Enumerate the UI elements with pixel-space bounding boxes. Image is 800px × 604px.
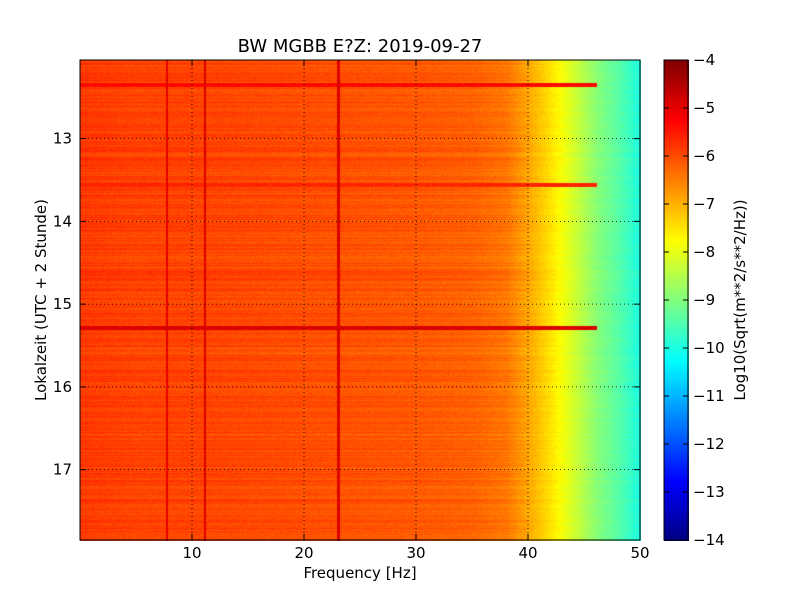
y-axis-label: Lokalzeit (UTC + 2 Stunde) [32,199,50,401]
x-tick-label: 20 [294,544,313,562]
spectrogram-image-holder [80,60,641,541]
x-tick-label: 30 [406,544,425,562]
y-tick-label: 15 [53,295,72,313]
colorbar-tick-label: −13 [693,483,725,501]
x-axis-ticks: 10 20 30 40 50 [182,60,650,562]
plot-frame [79,59,641,541]
colorbar-tick-label: −8 [693,243,715,261]
x-tick-label: 40 [518,544,537,562]
y-tick-label: 14 [53,212,72,230]
x-tick-label: 10 [182,544,201,562]
colorbar-tick-label: −7 [693,195,715,213]
colorbar-tick-label: −5 [693,99,715,117]
colorbar-tick-label: −11 [693,387,725,405]
x-tick-label: 50 [630,544,649,562]
spectrogram-heatmap [80,60,641,541]
colorbar-tick-label: −12 [693,435,725,453]
colorbar-tick-label: −4 [693,51,715,69]
colorbar-tick-label: −6 [693,147,715,165]
y-axis-ticks: 13 14 15 16 17 [53,130,640,479]
x-axis-label: Frequency [Hz] [303,564,416,582]
colorbar-label: Log10(Sqrt(m**2/s**2/Hz)) [731,199,749,400]
colorbar-tick-label: −10 [693,339,725,357]
y-tick-label: 13 [53,130,72,148]
colorbar-ticks: −4 −5 −6 −7 −8 −9 −10 −11 −12 −13 −14 [664,51,725,549]
y-tick-label: 17 [53,461,72,479]
y-tick-label: 16 [53,378,72,396]
colorbar-tick-label: −9 [693,291,715,309]
chart-title: BW MGBB E?Z: 2019-09-27 [238,36,483,57]
colorbar-tick-label: −14 [693,531,725,549]
